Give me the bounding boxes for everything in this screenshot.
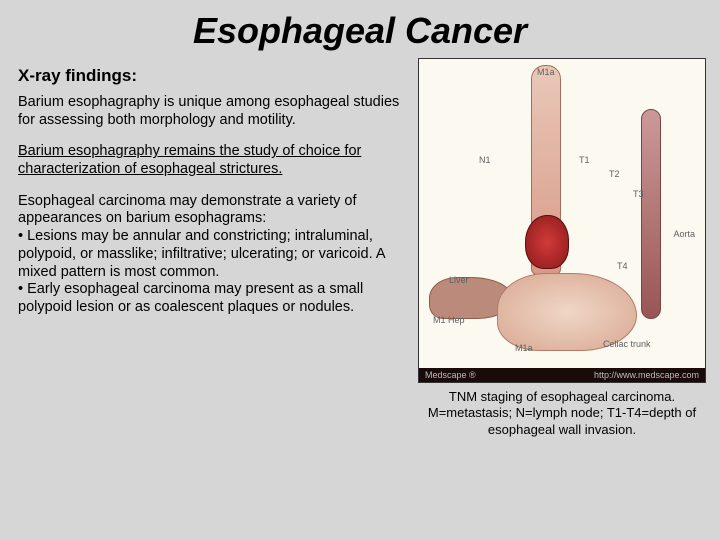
- anatomy-figure: M1a N1 T1 T2 T3 T4 Aorta Liver M1 Hep M1…: [418, 58, 706, 383]
- tumor-shape: [525, 215, 569, 269]
- label-t2: T2: [609, 169, 620, 179]
- label-m1a-top: M1a: [537, 67, 555, 77]
- label-aorta: Aorta: [673, 229, 695, 239]
- paragraph-key: Barium esophagraphy remains the study of…: [18, 143, 404, 178]
- label-celiac: Celiac trunk: [603, 339, 651, 349]
- figure-source-bar: Medscape ® http://www.medscape.com: [419, 368, 705, 382]
- label-t4: T4: [617, 261, 628, 271]
- text-column: Barium esophagraphy is unique among esop…: [18, 94, 404, 438]
- source-left: Medscape ®: [425, 370, 476, 380]
- content-wrap: Barium esophagraphy is unique among esop…: [0, 86, 720, 438]
- paragraph-intro: Barium esophagraphy is unique among esop…: [18, 94, 404, 129]
- list-bullet: • Early esophageal carcinoma may present…: [18, 281, 404, 316]
- page-title: Esophageal Cancer: [0, 0, 720, 52]
- list-intro: Esophageal carcinoma may demonstrate a v…: [18, 193, 404, 228]
- label-m1hep: M1 Hep: [433, 315, 465, 325]
- aorta-shape: [641, 109, 661, 319]
- label-t3: T3: [633, 189, 644, 199]
- label-t1: T1: [579, 155, 590, 165]
- label-liver: Liver: [449, 275, 469, 285]
- paragraph-list: Esophageal carcinoma may demonstrate a v…: [18, 193, 404, 317]
- figure-caption: TNM staging of esophageal carcinoma. M=m…: [418, 383, 706, 438]
- label-m1a-bottom: M1a: [515, 343, 533, 353]
- list-bullet: • Lesions may be annular and constrictin…: [18, 228, 404, 281]
- figure-column: M1a N1 T1 T2 T3 T4 Aorta Liver M1 Hep M1…: [418, 58, 706, 438]
- label-n1: N1: [479, 155, 491, 165]
- source-right: http://www.medscape.com: [594, 370, 699, 380]
